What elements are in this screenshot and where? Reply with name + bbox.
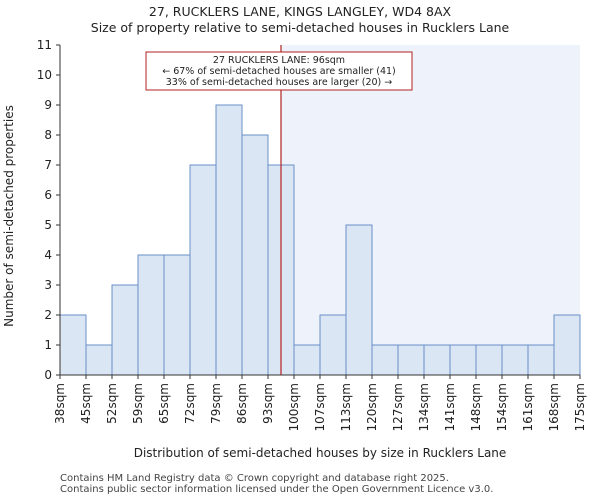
x-tick-label-72sqm: 72sqm [183,383,197,424]
annotation-box [145,51,413,91]
x-tick-label-161sqm: 161sqm [521,383,535,431]
bar-52sqm [111,284,139,376]
y-tick-label-0: 0 [44,368,52,382]
bar-45sqm [85,344,113,376]
bar-141sqm [449,344,477,376]
x-tick-label-168sqm: 168sqm [547,383,561,431]
histogram-chart: 0 1 2 3 4 5 6 7 8 9 10 11 38sqm 45sqm 52sqm 59sqm 65sqm 7… [2,38,587,460]
y-tick-label-9: 9 [44,98,52,112]
bar-107sqm [319,314,347,376]
bar-72sqm [189,164,217,376]
y-tick-label-6: 6 [44,188,52,202]
annotation-line-2: ← 67% of semi-detached houses are smalle… [162,66,396,77]
y-tick-label-8: 8 [44,128,52,142]
x-tick-label-134sqm: 134sqm [417,383,431,431]
y-tick-label-11: 11 [37,38,52,52]
x-tick-label-45sqm: 45sqm [79,383,93,424]
x-tick-label-113sqm: 113sqm [339,383,353,431]
x-tick-label-93sqm: 93sqm [261,383,275,424]
x-tick-label-120sqm: 120sqm [365,383,379,431]
y-tick-label-1: 1 [44,338,52,352]
chart-subtitle: Size of property relative to semi-detach… [90,20,510,35]
y-tick-label-10: 10 [37,68,52,82]
x-tick-label-79sqm: 79sqm [209,383,223,424]
y-tick-label-5: 5 [44,218,52,232]
bar-127sqm [397,344,425,376]
bar-154sqm [501,344,529,376]
footer-copyright: Contains HM Land Registry data © Crown c… [60,473,449,484]
bar-100sqm [293,344,321,376]
y-tick-label-3: 3 [44,278,52,292]
bar-120sqm [371,344,399,376]
x-tick-label-38sqm: 38sqm [53,383,67,424]
x-tick-label-141sqm: 141sqm [443,383,457,431]
bar-134sqm [423,344,451,376]
bar-79sqm [215,104,243,376]
bar-38sqm [59,314,87,376]
bar-148sqm [475,344,503,376]
annotation-line-1: 27 RUCKLERS LANE: 96sqm [213,55,345,66]
bar-168sqm [553,314,581,376]
x-tick-label-65sqm: 65sqm [157,383,171,424]
x-tick-label-52sqm: 52sqm [105,383,119,424]
bar-65sqm [163,254,191,376]
bar-86sqm [241,134,269,376]
x-tick-label-127sqm: 127sqm [391,383,405,431]
chart-title: 27, RUCKLERS LANE, KINGS LANGLEY, WD4 8A… [148,4,452,19]
x-tick-label-175sqm: 175sqm [573,383,587,431]
footer-licence: Contains public sector information licen… [60,484,494,495]
y-tick-label-7: 7 [44,158,52,172]
x-tick-label-107sqm: 107sqm [313,383,327,431]
y-tick-label-2: 2 [44,308,52,322]
x-tick-label-59sqm: 59sqm [131,383,145,424]
annotation-line-3: 33% of semi-detached houses are larger (… [166,77,393,88]
bar-113sqm [345,224,373,376]
x-axis-label: Distribution of semi-detached houses by … [134,446,507,460]
x-tick-label-148sqm: 148sqm [469,383,483,431]
x-tick-label-154sqm: 154sqm [495,383,509,431]
x-tick-label-100sqm: 100sqm [287,383,301,431]
bar-161sqm [527,344,555,376]
x-tick-label-86sqm: 86sqm [235,383,249,424]
y-tick-label-4: 4 [44,248,52,262]
bar-59sqm [137,254,165,376]
y-axis-label: Number of semi-detached properties [2,105,16,327]
